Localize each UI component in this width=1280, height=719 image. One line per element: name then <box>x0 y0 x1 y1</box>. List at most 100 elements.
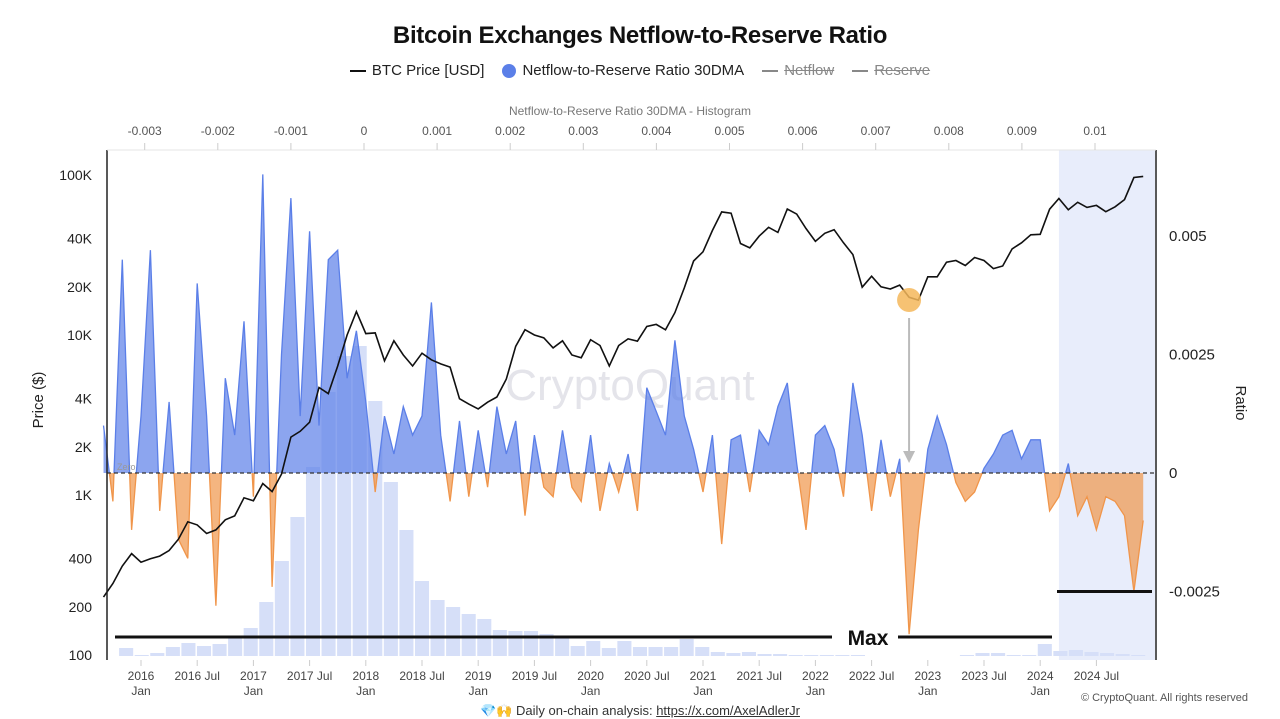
ratio-positive-area <box>103 174 1144 473</box>
left-tick-label: 1K <box>75 487 93 503</box>
legend-item-reserve[interactable]: Reserve <box>852 62 930 79</box>
histogram-bar <box>648 647 663 656</box>
histogram-bar <box>446 607 461 656</box>
top-tick-label: 0.003 <box>568 124 598 138</box>
histogram-bar <box>134 655 149 656</box>
legend-label: Reserve <box>874 62 931 79</box>
histogram-bar <box>695 647 710 656</box>
histogram-bar <box>399 530 414 656</box>
histogram-bar <box>570 646 585 656</box>
top-tick-label: -0.001 <box>274 124 308 138</box>
histogram-bar <box>243 628 258 656</box>
legend-label: Netflow <box>784 62 835 79</box>
histogram-bar <box>741 652 756 656</box>
highlight-region <box>1058 150 1155 660</box>
top-tick-label: 0.007 <box>861 124 891 138</box>
x-tick-label: 2019 Jul <box>512 669 557 683</box>
histogram-bar <box>679 639 694 656</box>
histogram-bar <box>975 653 990 656</box>
top-tick-label: 0.005 <box>714 124 744 138</box>
histogram-bar <box>835 655 850 656</box>
top-tick-label: 0.001 <box>422 124 452 138</box>
left-tick-label: 100K <box>59 167 92 183</box>
x-tick-label: 2024 <box>1027 669 1054 683</box>
histogram-bar <box>430 600 445 656</box>
x-tick-label: 2024 Jul <box>1074 669 1119 683</box>
x-tick-sublabel: Jan <box>693 684 712 698</box>
histogram-bar <box>461 614 476 656</box>
footer-text: Daily on-chain analysis: <box>516 703 657 718</box>
histogram-bar <box>757 654 772 656</box>
x-tick-label: 2018 <box>352 669 379 683</box>
legend: BTC Price [USD] Netflow-to-Reserve Ratio… <box>0 62 1280 79</box>
histogram-bar <box>617 641 632 656</box>
left-axis-title: Price ($) <box>30 372 47 429</box>
histogram-bar <box>586 641 601 656</box>
ratio-positive-line <box>102 174 1071 473</box>
histogram-bar <box>1115 654 1130 656</box>
footer-link[interactable]: https://x.com/AxelAdlerJr <box>656 703 800 718</box>
top-tick-label: 0.004 <box>641 124 671 138</box>
x-tick-sublabel: Jan <box>131 684 150 698</box>
histogram-bar <box>539 634 554 656</box>
footer: 💎🙌 Daily on-chain analysis: https://x.co… <box>0 703 1280 719</box>
top-tick-label: 0 <box>361 124 368 138</box>
histogram-bar <box>274 561 289 656</box>
histogram-bar <box>1068 650 1083 656</box>
left-tick-label: 2K <box>75 439 93 455</box>
histogram-bar <box>383 482 398 656</box>
histogram-bar <box>726 653 741 656</box>
chart-title: Bitcoin Exchanges Netflow-to-Reserve Rat… <box>392 22 888 49</box>
left-tick-label: 20K <box>67 279 93 295</box>
top-tick-label: -0.002 <box>201 124 235 138</box>
histogram-bar <box>119 648 134 656</box>
histogram-bar <box>508 631 523 656</box>
left-tick-label: 200 <box>69 599 93 615</box>
histogram-bar <box>165 647 180 656</box>
x-tick-sublabel: Jan <box>1031 684 1050 698</box>
x-tick-label: 2021 Jul <box>737 669 782 683</box>
legend-label: Netflow-to-Reserve Ratio 30DMA <box>522 62 745 79</box>
x-tick-label: 2023 Jul <box>961 669 1006 683</box>
legend-line-swatch <box>349 69 366 72</box>
x-tick-sublabel: Jan <box>244 684 263 698</box>
x-tick-label: 2022 <box>802 669 829 683</box>
x-tick-label: 2017 Jul <box>287 669 332 683</box>
x-tick-sublabel: Jan <box>918 684 937 698</box>
histogram-bar <box>1037 644 1052 656</box>
top-tick-label: 0.009 <box>1007 124 1037 138</box>
histogram-bar <box>259 602 274 656</box>
histogram-bar <box>555 636 570 656</box>
legend-item-btc-price[interactable]: BTC Price [USD] <box>349 62 485 79</box>
top-tick-label: 0.01 <box>1083 124 1107 138</box>
right-tick-label: 0.005 <box>1169 228 1207 245</box>
x-tick-label: 2021 <box>690 669 717 683</box>
top-tick-label: -0.003 <box>128 124 162 138</box>
diamond-hands-icon: 💎🙌 <box>480 703 513 718</box>
x-tick-label: 2020 Jul <box>624 669 669 683</box>
btc-price-line <box>102 175 1144 598</box>
x-tick-label: 2016 <box>128 669 155 683</box>
x-tick-sublabel: Jan <box>356 684 375 698</box>
histogram-bar <box>523 631 539 656</box>
legend-item-ratio[interactable]: Netflow-to-Reserve Ratio 30DMA <box>502 62 744 79</box>
legend-item-netflow[interactable]: Netflow <box>762 62 834 79</box>
histogram-bar <box>804 655 819 656</box>
max-label: Max <box>848 627 889 650</box>
histogram-bar <box>181 643 196 656</box>
watermark: CryptoQuant <box>505 361 754 410</box>
top-axis-title: Netflow-to-Reserve Ratio 30DMA - Histogr… <box>509 104 751 118</box>
histogram-bar <box>1084 652 1099 656</box>
top-tick-label: 0.002 <box>495 124 525 138</box>
histogram-bar <box>601 648 616 656</box>
histogram-bar <box>1053 651 1068 656</box>
histogram-bar <box>1022 655 1037 656</box>
x-tick-label: 2018 Jul <box>399 669 444 683</box>
histogram-bar <box>991 653 1006 656</box>
x-tick-label: 2022 Jul <box>849 669 894 683</box>
copyright: © CryptoQuant. All rights reserved <box>1080 692 1248 704</box>
legend-label: BTC Price [USD] <box>371 62 485 79</box>
zero-label: Zero <box>117 462 136 472</box>
legend-line-swatch <box>762 69 779 72</box>
